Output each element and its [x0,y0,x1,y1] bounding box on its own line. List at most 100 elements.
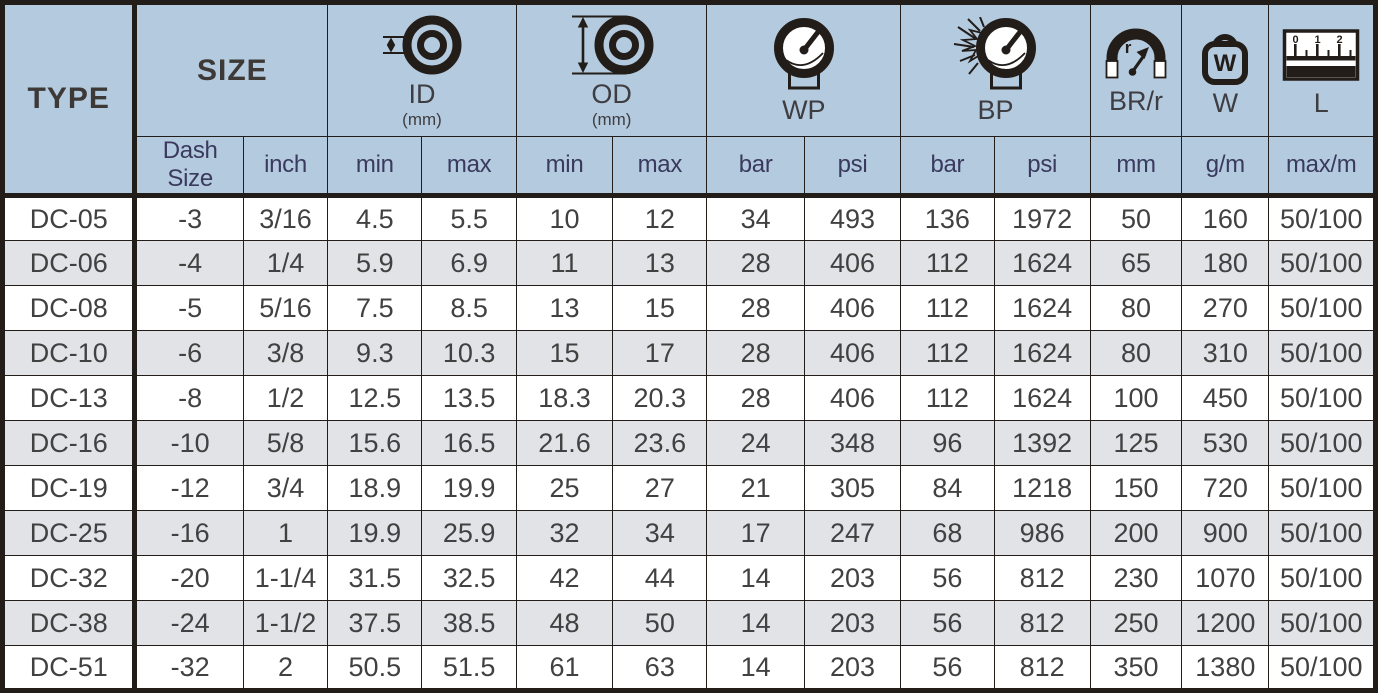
column-header-od: OD (mm) [515,2,708,137]
value-cell: 61 [515,645,614,691]
value-cell: 16.5 [421,420,517,466]
value-cell: 250 [1089,600,1183,646]
column-header-size: SIZE [134,2,329,137]
value-cell: 17 [706,510,805,556]
value-cell: 19.9 [421,465,517,511]
value-cell: -3 [134,195,244,241]
value-cell: 247 [803,510,902,556]
value-cell: 50/100 [1268,465,1376,511]
svg-text:W: W [1214,50,1237,77]
value-cell: 13 [612,240,708,286]
value-cell: -6 [134,330,244,376]
value-cell: 20.3 [612,375,708,421]
value-cell: -24 [134,600,244,646]
value-cell: 180 [1181,240,1270,286]
value-cell: 203 [803,600,902,646]
value-cell: 25 [515,465,614,511]
value-cell: 3/4 [242,465,329,511]
value-cell: 50/100 [1268,285,1376,331]
value-cell: 112 [900,285,995,331]
value-cell: 493 [803,195,902,241]
value-cell: 37.5 [327,600,423,646]
table-row: DC-25 -16 1 19.9 25.9 32 34 17 247 68 986 200 900 50/… [1,510,1376,556]
value-cell: -32 [134,645,244,691]
value-cell: 530 [1181,420,1270,466]
value-cell: 56 [900,600,995,646]
table-row: DC-16 -10 5/8 15.6 16.5 21.6 23.6 24 348 96 1392 12… [1,420,1376,466]
value-cell: 203 [803,555,902,601]
value-cell: 50/100 [1268,330,1376,376]
column-header-type: TYPE [1,2,138,196]
value-cell: 28 [706,375,805,421]
value-cell: 1624 [993,285,1091,331]
value-cell: 84 [900,465,995,511]
value-cell: 50 [612,600,708,646]
subheader-od-max: max [612,136,708,196]
value-cell: 203 [803,645,902,691]
id-label: ID [408,78,436,109]
outer-diameter-icon [571,15,654,75]
table-row: DC-05 -3 3/16 4.5 5.5 10 12 34 493 136 1972 50 160 50… [1,195,1376,241]
value-cell: 63 [612,645,708,691]
value-cell: 80 [1089,285,1183,331]
working-pressure-gauge-icon [773,17,834,90]
value-cell: 1218 [993,465,1091,511]
value-cell: 112 [900,330,995,376]
length-ruler-icon: 0 1 2 [1282,29,1360,81]
value-cell: -10 [134,420,244,466]
table-row: DC-32 -20 1-1/4 31.5 32.5 42 44 14 203 56 812 230 10… [1,555,1376,601]
value-cell: 406 [803,375,902,421]
value-cell: 38.5 [421,600,517,646]
value-cell: 2 [242,645,329,691]
value-cell: 1-1/2 [242,600,329,646]
value-cell: 68 [900,510,995,556]
value-cell: 17 [612,330,708,376]
value-cell: 270 [1181,285,1270,331]
value-cell: 348 [803,420,902,466]
value-cell: 4.5 [327,195,423,241]
subheader-bp-psi: psi [993,136,1091,196]
value-cell: 14 [706,555,805,601]
value-cell: 230 [1089,555,1183,601]
id-unit-label: (mm) [402,110,442,130]
size-label: SIZE [196,53,268,87]
value-cell: 112 [900,240,995,286]
type-cell: DC-10 [1,330,138,376]
value-cell: -8 [134,375,244,421]
value-cell: 50.5 [327,645,423,691]
value-cell: 19.9 [327,510,423,556]
value-cell: 14 [706,645,805,691]
type-cell: DC-51 [1,645,138,691]
value-cell: 160 [1181,195,1270,241]
value-cell: 31.5 [327,555,423,601]
value-cell: 50/100 [1268,240,1376,286]
svg-text:r: r [1125,38,1132,57]
value-cell: 15 [612,285,708,331]
value-cell: 28 [706,240,805,286]
value-cell: 1/4 [242,240,329,286]
column-header-brr: r BR/r [1089,2,1183,137]
value-cell: 28 [706,330,805,376]
table-body: DC-05 -3 3/16 4.5 5.5 10 12 34 493 136 1972 50 160 50… [1,195,1376,691]
value-cell: 34 [612,510,708,556]
value-cell: 986 [993,510,1091,556]
value-cell: 13 [515,285,614,331]
value-cell: 56 [900,555,995,601]
value-cell: 350 [1089,645,1183,691]
value-cell: 15.6 [327,420,423,466]
value-cell: 8.5 [421,285,517,331]
value-cell: 12.5 [327,375,423,421]
value-cell: -5 [134,285,244,331]
subheader-inch: inch [242,136,329,196]
subheader-bp-bar: bar [900,136,995,196]
column-header-l: 0 1 2 L [1268,2,1376,137]
table-row: DC-08 -5 5/16 7.5 8.5 13 15 28 406 112 1624 80 270 50… [1,285,1376,331]
value-cell: 150 [1089,465,1183,511]
value-cell: 18.3 [515,375,614,421]
svg-text:0: 0 [1293,34,1299,46]
value-cell: 1380 [1181,645,1270,691]
bend-radius-icon: r [1105,28,1167,79]
value-cell: 28 [706,285,805,331]
value-cell: 10 [515,195,614,241]
value-cell: 21.6 [515,420,614,466]
